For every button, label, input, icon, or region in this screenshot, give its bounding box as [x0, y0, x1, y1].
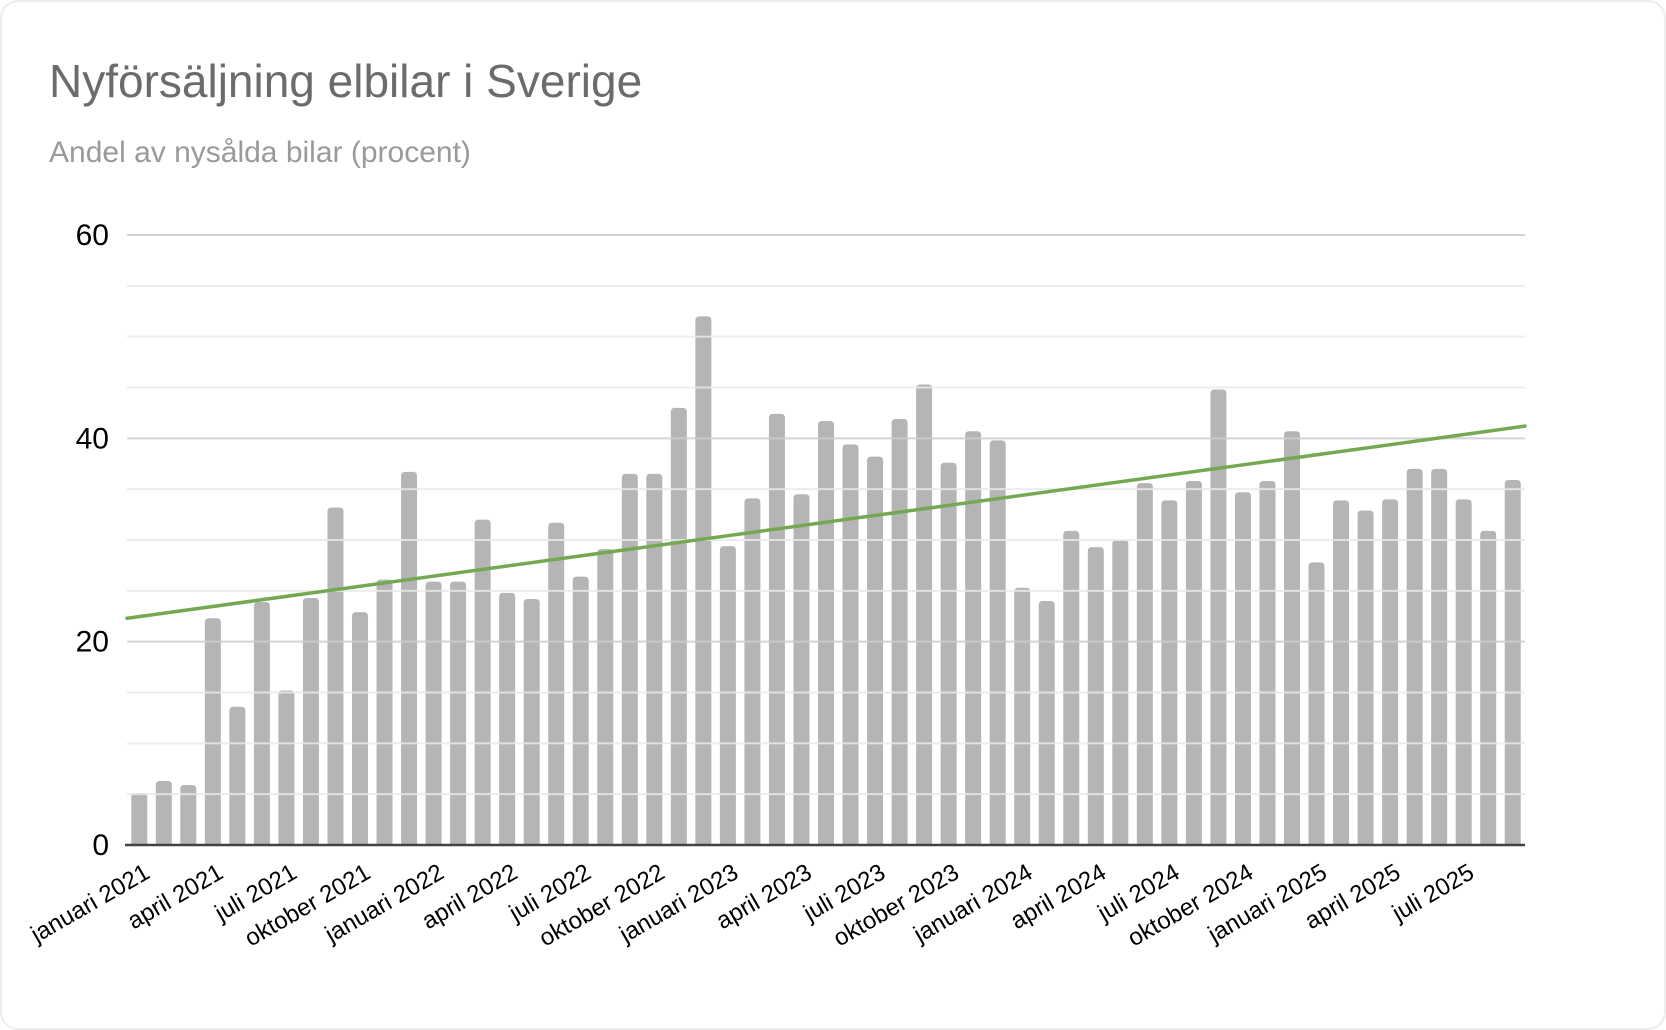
bar-mars-2025: [1357, 510, 1374, 845]
bar-juni-2022: [548, 522, 565, 845]
bar-april-2025: [1382, 499, 1399, 845]
bar-augusti-2024: [1185, 481, 1202, 845]
y-tick-label: 60: [76, 219, 109, 252]
bar-januari-2024: [1014, 587, 1031, 845]
x-tick-label: juli 2025: [1387, 859, 1479, 928]
bar-november-2023: [965, 431, 982, 845]
bar-januari-2022: [425, 581, 442, 845]
bar-juli-2023: [867, 456, 884, 845]
bar-december-2024: [1284, 431, 1300, 845]
bar-februari-2022: [450, 581, 467, 845]
bar-april-2024: [1087, 547, 1104, 845]
bar-september-2024: [1210, 389, 1227, 845]
bar-februari-2025: [1333, 500, 1350, 845]
y-tick-label: 20: [76, 626, 109, 659]
bar-maj-2023: [818, 421, 834, 845]
bar-april-2023: [793, 494, 810, 845]
bar-februari-2021: [155, 780, 172, 845]
bar-augusti-2025: [1480, 530, 1497, 845]
chart-title: Nyförsäljning elbilar i Sverige: [49, 55, 643, 107]
bar-oktober-2024: [1234, 492, 1251, 845]
bar-augusti-2023: [891, 419, 908, 845]
bar-januari-2021: [131, 793, 148, 845]
bar-maj-2021: [229, 706, 246, 845]
bar-mars-2023: [768, 413, 785, 845]
chart-subtitle: Andel av nysålda bilar (procent): [49, 136, 471, 169]
bar-september-2022: [621, 473, 638, 845]
bar-juni-2025: [1431, 468, 1448, 845]
trendline: [125, 424, 1527, 621]
bar-mars-2021: [180, 785, 197, 845]
bar-juni-2021: [253, 602, 270, 845]
bar-juli-2022: [572, 576, 589, 845]
y-tick-label: 40: [76, 422, 109, 455]
bar-september-2025: [1504, 480, 1521, 845]
bar-april-2021: [204, 618, 221, 845]
bar-mars-2022: [474, 519, 491, 845]
bar-november-2022: [670, 407, 687, 845]
bar-mars-2024: [1063, 530, 1080, 845]
bar-juli-2025: [1455, 499, 1472, 845]
bar-juli-2024: [1161, 500, 1178, 845]
bar-juni-2024: [1136, 483, 1153, 845]
bar-april-2022: [499, 592, 516, 845]
bar-november-2024: [1259, 481, 1276, 845]
bar-oktober-2021: [352, 612, 368, 845]
bar-december-2021: [401, 471, 418, 845]
y-tick-label: 0: [92, 829, 109, 862]
bar-oktober-2023: [940, 462, 957, 845]
bar-januari-2023: [719, 546, 736, 845]
bar-december-2022: [695, 316, 712, 845]
bar-juli-2021: [278, 690, 295, 845]
bar-maj-2022: [523, 598, 540, 845]
bar-februari-2024: [1038, 601, 1055, 845]
bar-augusti-2021: [302, 597, 319, 845]
bar-oktober-2022: [646, 473, 663, 845]
bar-november-2021: [376, 579, 393, 845]
bar-januari-2025: [1308, 562, 1325, 845]
bar-februari-2023: [744, 498, 761, 845]
bar-augusti-2022: [597, 549, 614, 845]
bar-juni-2023: [842, 444, 859, 845]
bar-maj-2025: [1406, 468, 1423, 845]
bar-september-2023: [916, 384, 933, 845]
